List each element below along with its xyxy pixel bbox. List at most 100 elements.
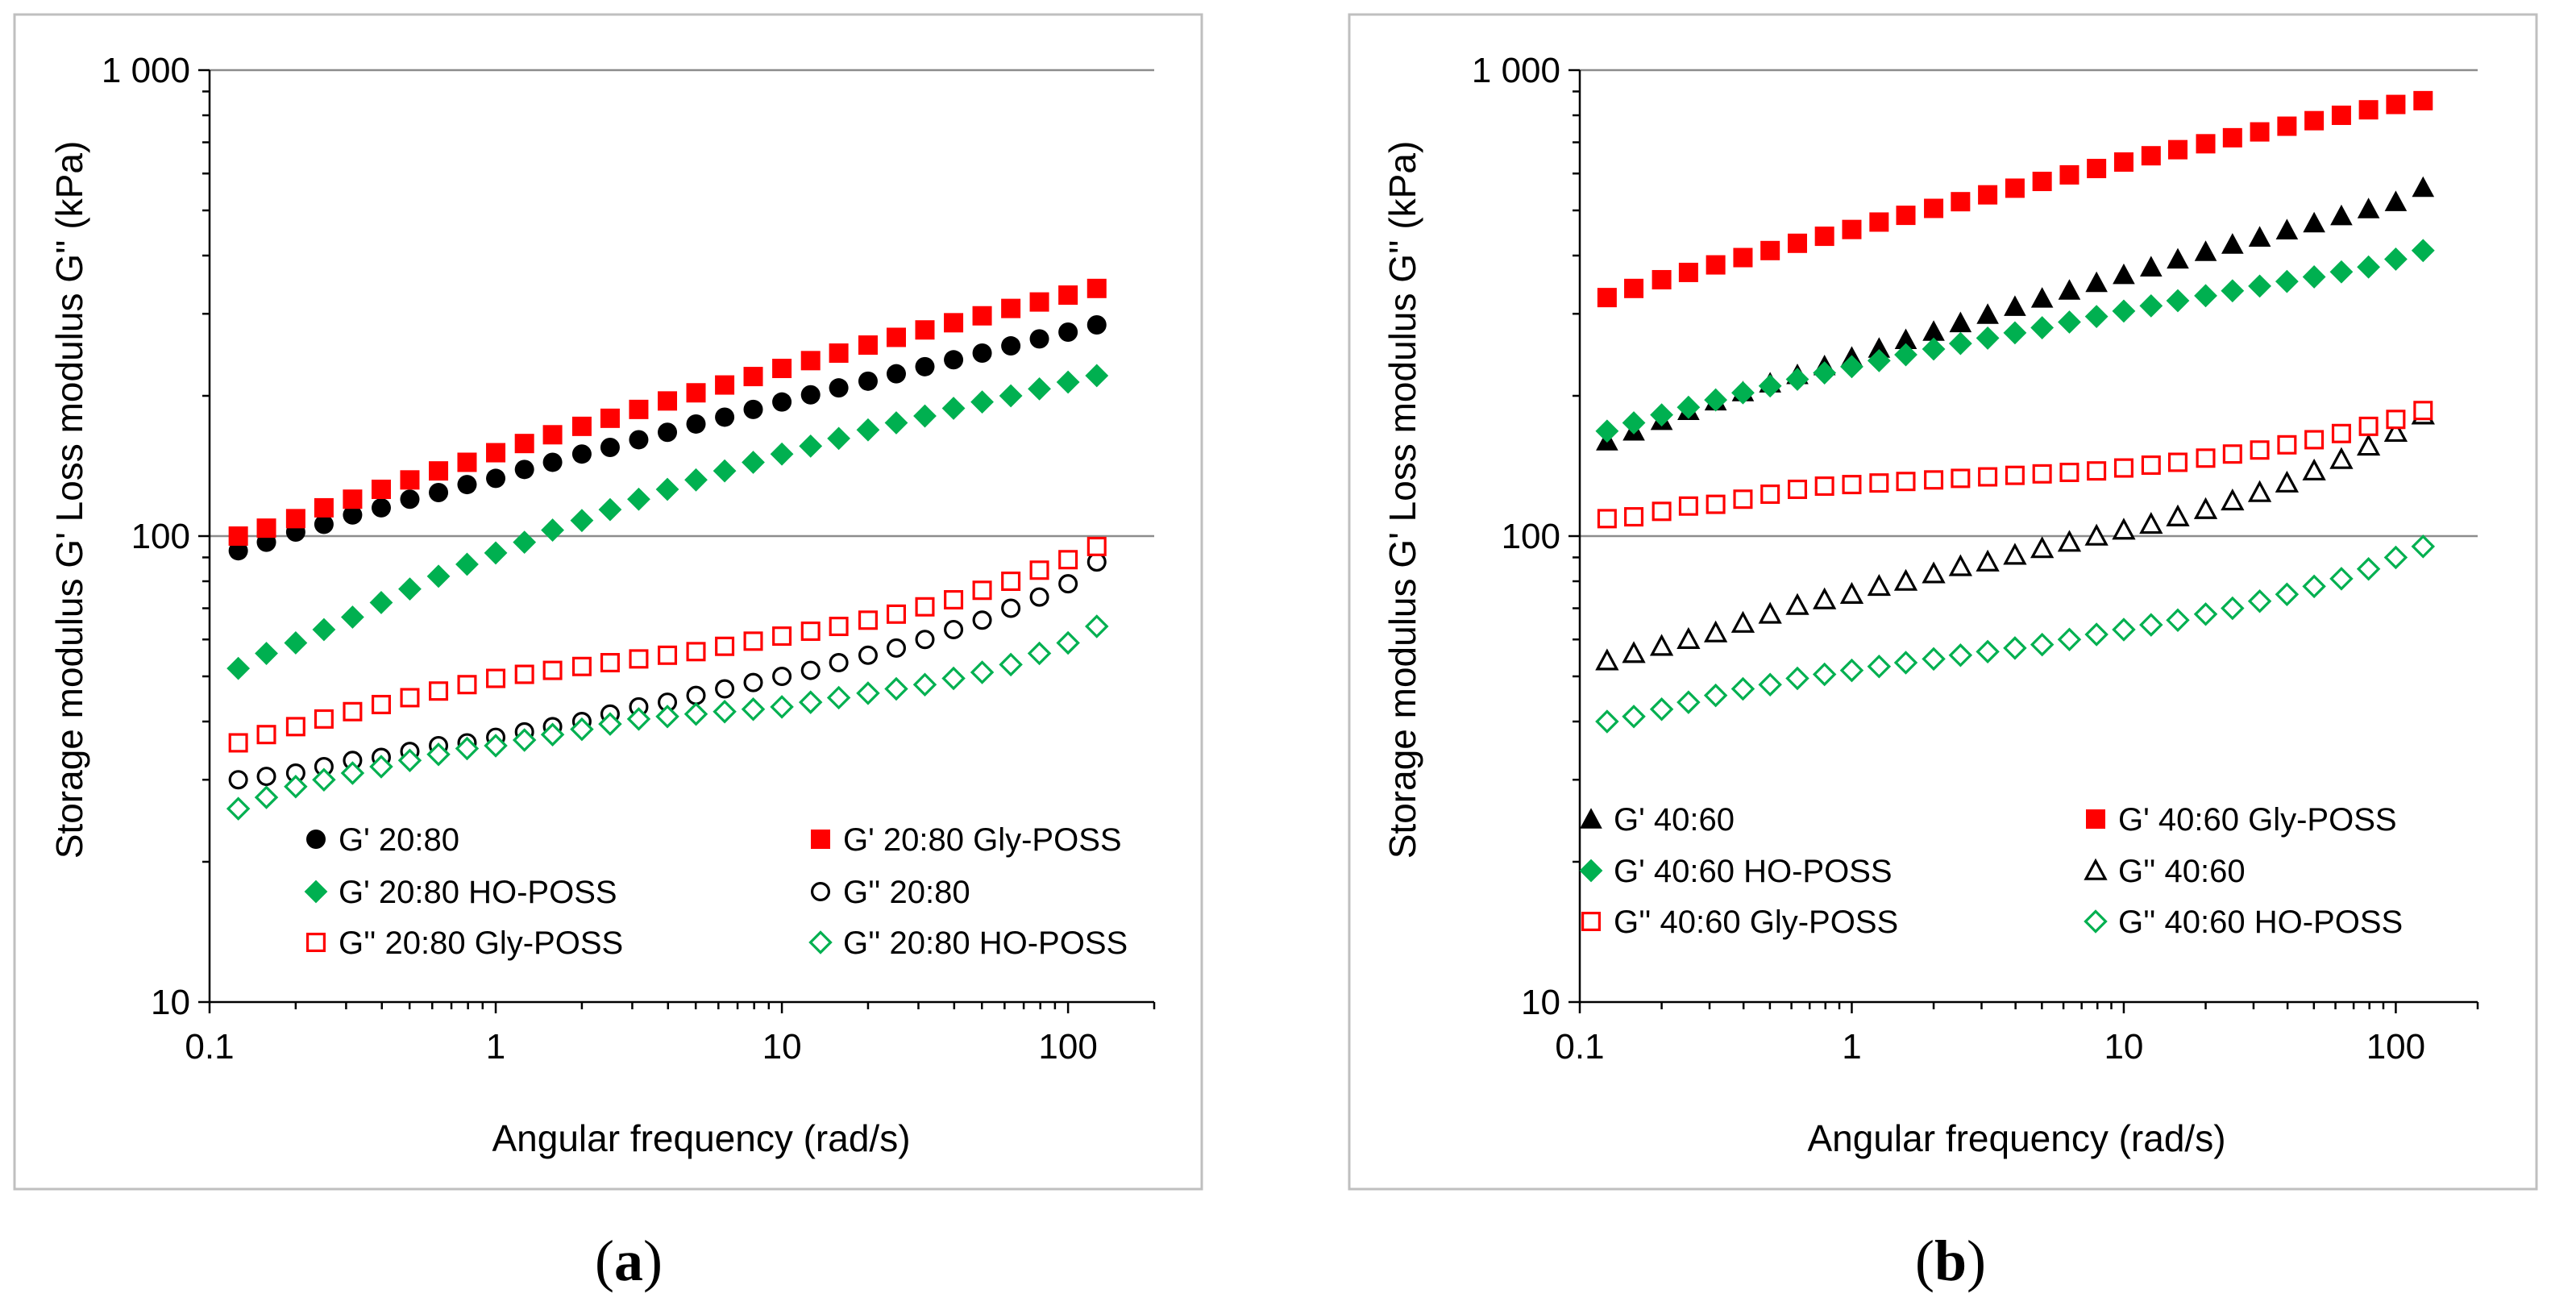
- data-point: [1624, 507, 1644, 527]
- chart-a-gridlines: [210, 69, 1154, 538]
- data-point: [1597, 288, 1617, 308]
- chart-b-x-axis-title: Angular frequency (rad/s): [1807, 1117, 2225, 1159]
- data-point: [514, 460, 534, 480]
- data-point: [1868, 337, 1891, 358]
- data-point: [829, 617, 849, 637]
- data-point: [1676, 690, 1701, 714]
- data-point: [1896, 472, 1916, 492]
- data-point: [1758, 601, 1782, 624]
- data-point: [1785, 593, 1809, 615]
- data-point: [858, 610, 878, 630]
- data-point: [514, 434, 534, 454]
- data-point: [886, 638, 906, 658]
- data-point: [1976, 326, 2000, 350]
- chart-a-axes: [198, 69, 1156, 1013]
- data-point: [1948, 554, 1972, 576]
- data-point: [400, 688, 420, 708]
- legend-label: G'' 40:60 HO-POSS: [2118, 905, 2403, 940]
- data-point: [226, 796, 251, 821]
- data-point: [1028, 376, 1051, 401]
- data-point: [1839, 581, 1864, 604]
- data-point: [1869, 473, 1889, 493]
- chart-panel-a: 10 100 1 000 0.1 1 10 100 Angular frequency (…: [13, 13, 1203, 1191]
- data-point: [1622, 705, 1646, 729]
- data-point: [1893, 568, 1918, 591]
- data-point: [1976, 303, 1999, 324]
- data-point: [686, 642, 706, 662]
- data-point: [1758, 672, 1782, 697]
- x-tick-label: 10: [762, 1027, 802, 1067]
- data-point: [598, 712, 622, 736]
- x-tick-label: 100: [1038, 1027, 1097, 1067]
- chart-b-y-axis-title: Storage modulus G' Loss modulus G'' (kPa…: [1381, 141, 1423, 859]
- data-point: [570, 509, 594, 533]
- data-point: [715, 679, 735, 699]
- data-point: [600, 408, 620, 428]
- data-point: [371, 497, 391, 518]
- data-point: [915, 597, 935, 617]
- legend-label: G'' 20:80 Gly-POSS: [339, 925, 623, 961]
- legend-marker: [1580, 808, 1602, 829]
- data-point: [658, 422, 678, 443]
- data-point: [1731, 381, 1755, 405]
- data-point: [2193, 602, 2218, 626]
- data-point: [1948, 331, 1972, 356]
- chart-a-x-axis-title: Angular frequency (rad/s): [492, 1117, 910, 1159]
- chart-b-marks: [1595, 90, 2436, 734]
- data-point: [858, 371, 878, 391]
- data-point: [856, 681, 880, 705]
- data-point: [2167, 139, 2188, 160]
- data-point: [1813, 587, 1837, 609]
- data-point: [1678, 262, 1698, 282]
- data-point: [1650, 403, 1673, 427]
- data-point: [2250, 440, 2270, 460]
- data-point: [2057, 627, 2082, 651]
- data-point: [2329, 260, 2354, 284]
- data-point: [1029, 587, 1049, 607]
- y-tick-label: 10: [1521, 983, 1560, 1022]
- data-point: [800, 385, 821, 405]
- data-point: [1676, 626, 1701, 649]
- data-point: [228, 733, 248, 753]
- legend-marker: [1581, 911, 1601, 931]
- data-point: [2358, 416, 2379, 436]
- x-tick-label: 1: [486, 1027, 505, 1067]
- data-point: [1922, 647, 1946, 672]
- data-point: [1922, 337, 1946, 361]
- data-point: [829, 378, 849, 398]
- data-point: [2167, 247, 2189, 269]
- data-point: [629, 399, 649, 419]
- data-point: [658, 645, 678, 665]
- data-point: [2005, 178, 2025, 198]
- x-tick-label: 1: [1842, 1027, 1861, 1067]
- data-point: [226, 656, 251, 680]
- data-point: [2383, 545, 2408, 570]
- data-point: [999, 652, 1023, 677]
- data-point: [941, 397, 966, 420]
- data-point: [1001, 336, 1021, 356]
- data-point: [629, 430, 649, 450]
- data-point: [1676, 395, 1701, 419]
- data-point: [798, 690, 823, 714]
- data-point: [1814, 476, 1834, 497]
- data-point: [629, 649, 649, 669]
- data-point: [2275, 218, 2299, 239]
- data-point: [1001, 572, 1021, 592]
- data-point: [715, 636, 735, 656]
- data-point: [770, 442, 794, 466]
- data-point: [256, 518, 276, 539]
- data-point: [2112, 518, 2136, 540]
- chart-a-marks: [226, 278, 1109, 821]
- data-point: [2193, 497, 2218, 519]
- data-point: [2412, 176, 2435, 198]
- chart-a-x-tick-labels: 0.1 1 10 100: [185, 1027, 1097, 1067]
- data-point: [2356, 557, 2381, 581]
- data-point: [800, 660, 821, 680]
- panel-caption-b-letter: b: [1934, 1229, 1967, 1293]
- data-point: [886, 604, 906, 624]
- series-g-40-60-gly-poss: [1597, 90, 2433, 308]
- legend-marker: [2084, 858, 2108, 880]
- data-point: [741, 697, 766, 722]
- data-point: [1869, 212, 1889, 232]
- data-point: [1894, 328, 1917, 350]
